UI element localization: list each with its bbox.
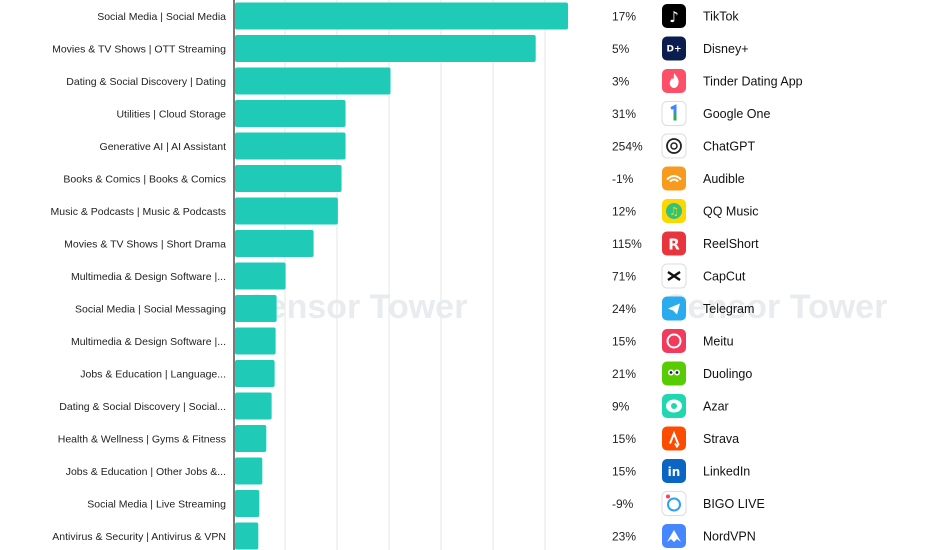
bar <box>235 2 568 30</box>
app-name: Tinder Dating App <box>703 75 803 89</box>
app-list: 17% ♪ TikTok 5% D+ Disney+ 3% Tinder Dating App… <box>612 4 803 548</box>
growth-label: 5% <box>612 42 630 56</box>
bar <box>235 425 267 452</box>
bar <box>235 392 272 420</box>
bar <box>235 360 275 387</box>
tiktok-icon: ♪ <box>662 4 686 28</box>
disney-plus-icon: D+ <box>662 36 686 61</box>
growth-label: 9% <box>612 400 630 414</box>
category-label: Music & Podcasts | Music & Podcasts <box>51 206 226 218</box>
bar <box>235 132 346 160</box>
growth-label: 17% <box>612 10 636 24</box>
growth-label: 115% <box>612 237 642 251</box>
growth-label: 23% <box>612 530 636 544</box>
app-name: ReelShort <box>703 237 759 251</box>
category-label: Social Media | Live Streaming <box>87 499 226 511</box>
google-one-icon <box>661 101 687 126</box>
bar <box>235 197 338 225</box>
category-label: Dating & Social Discovery | Dating <box>66 76 226 88</box>
app-name: NordVPN <box>703 530 756 544</box>
category-label: Dating & Social Discovery | Social... <box>59 401 226 413</box>
growth-label: 21% <box>612 367 636 381</box>
app-name: Duolingo <box>703 367 752 381</box>
bigo-live-icon <box>661 491 687 516</box>
category-label: Movies & TV Shows | Short Drama <box>64 239 226 251</box>
category-label: Movies & TV Shows | OTT Streaming <box>52 44 226 56</box>
watermark-group: Sensor Tower Sensor Tower <box>245 288 887 326</box>
azar-icon <box>662 394 686 418</box>
growth-label: -9% <box>612 497 634 511</box>
app-name: Meitu <box>703 335 734 349</box>
category-label: Multimedia & Design Software |... <box>71 271 226 283</box>
growth-label: 3% <box>612 75 630 89</box>
app-name: Telegram <box>703 302 754 316</box>
app-name: Disney+ <box>703 42 749 56</box>
category-label: Multimedia & Design Software |... <box>71 336 226 348</box>
growth-label: 24% <box>612 302 636 316</box>
qq-music-icon: ♫ <box>662 199 686 223</box>
bar <box>235 457 263 485</box>
svg-text:♫: ♫ <box>669 205 679 218</box>
watermark-right: Sensor Tower <box>665 288 887 326</box>
telegram-icon <box>662 296 686 321</box>
svg-text:in: in <box>668 465 681 479</box>
bar <box>235 262 286 290</box>
category-label: Antivirus & Security | Antivirus & VPN <box>52 531 226 543</box>
category-label: Jobs & Education | Other Jobs &... <box>66 466 226 478</box>
category-label: Social Media | Social Messaging <box>75 304 226 316</box>
bar <box>235 230 314 257</box>
category-label: Health & Wellness | Gyms & Fitness <box>58 434 226 446</box>
app-name: TikTok <box>703 10 739 24</box>
bar <box>235 165 342 192</box>
audible-icon <box>662 166 686 191</box>
app-name: Strava <box>703 432 739 446</box>
bar <box>235 35 536 62</box>
growth-label: 31% <box>612 107 636 121</box>
bar <box>235 100 346 127</box>
category-label: Utilities | Cloud Storage <box>116 109 226 121</box>
app-name: Audible <box>703 172 745 186</box>
app-name: BIGO LIVE <box>703 497 765 511</box>
category-label: Social Media | Social Media <box>97 11 226 23</box>
bar <box>235 490 260 517</box>
growth-label: -1% <box>612 172 634 186</box>
svg-text:♪: ♪ <box>669 8 679 26</box>
bar <box>235 327 276 355</box>
capcut-icon <box>661 263 687 289</box>
chatgpt-icon <box>661 133 687 159</box>
bar <box>235 522 259 550</box>
bar <box>235 67 391 95</box>
app-name: QQ Music <box>703 205 759 219</box>
category-label: Books & Comics | Books & Comics <box>63 174 226 186</box>
watermark-left: Sensor Tower <box>245 288 467 326</box>
bar <box>235 295 277 322</box>
reelshort-icon: R <box>662 231 686 256</box>
app-name: CapCut <box>703 270 746 284</box>
growth-label: 71% <box>612 270 636 284</box>
bars <box>235 2 568 550</box>
growth-label: 12% <box>612 205 636 219</box>
strava-icon <box>662 426 686 451</box>
app-name: LinkedIn <box>703 465 750 479</box>
linkedin-icon: in <box>662 459 686 483</box>
growth-label: 15% <box>612 335 636 349</box>
svg-text:R: R <box>668 236 680 254</box>
category-labels: Social Media | Social Media Movies & TV S… <box>51 11 227 543</box>
category-label: Jobs & Education | Language... <box>80 369 226 381</box>
app-name: Google One <box>703 107 770 121</box>
app-name: Azar <box>703 400 729 414</box>
svg-text:D+: D+ <box>666 45 681 55</box>
growth-label: 15% <box>612 432 636 446</box>
growth-label: 254% <box>612 140 643 154</box>
growth-label: 15% <box>612 465 636 479</box>
duolingo-icon <box>662 361 686 386</box>
tinder-icon <box>662 69 686 93</box>
category-label: Generative AI | AI Assistant <box>100 141 227 153</box>
meitu-icon <box>662 329 686 353</box>
nordvpn-icon <box>662 524 686 548</box>
app-name: ChatGPT <box>703 140 755 154</box>
